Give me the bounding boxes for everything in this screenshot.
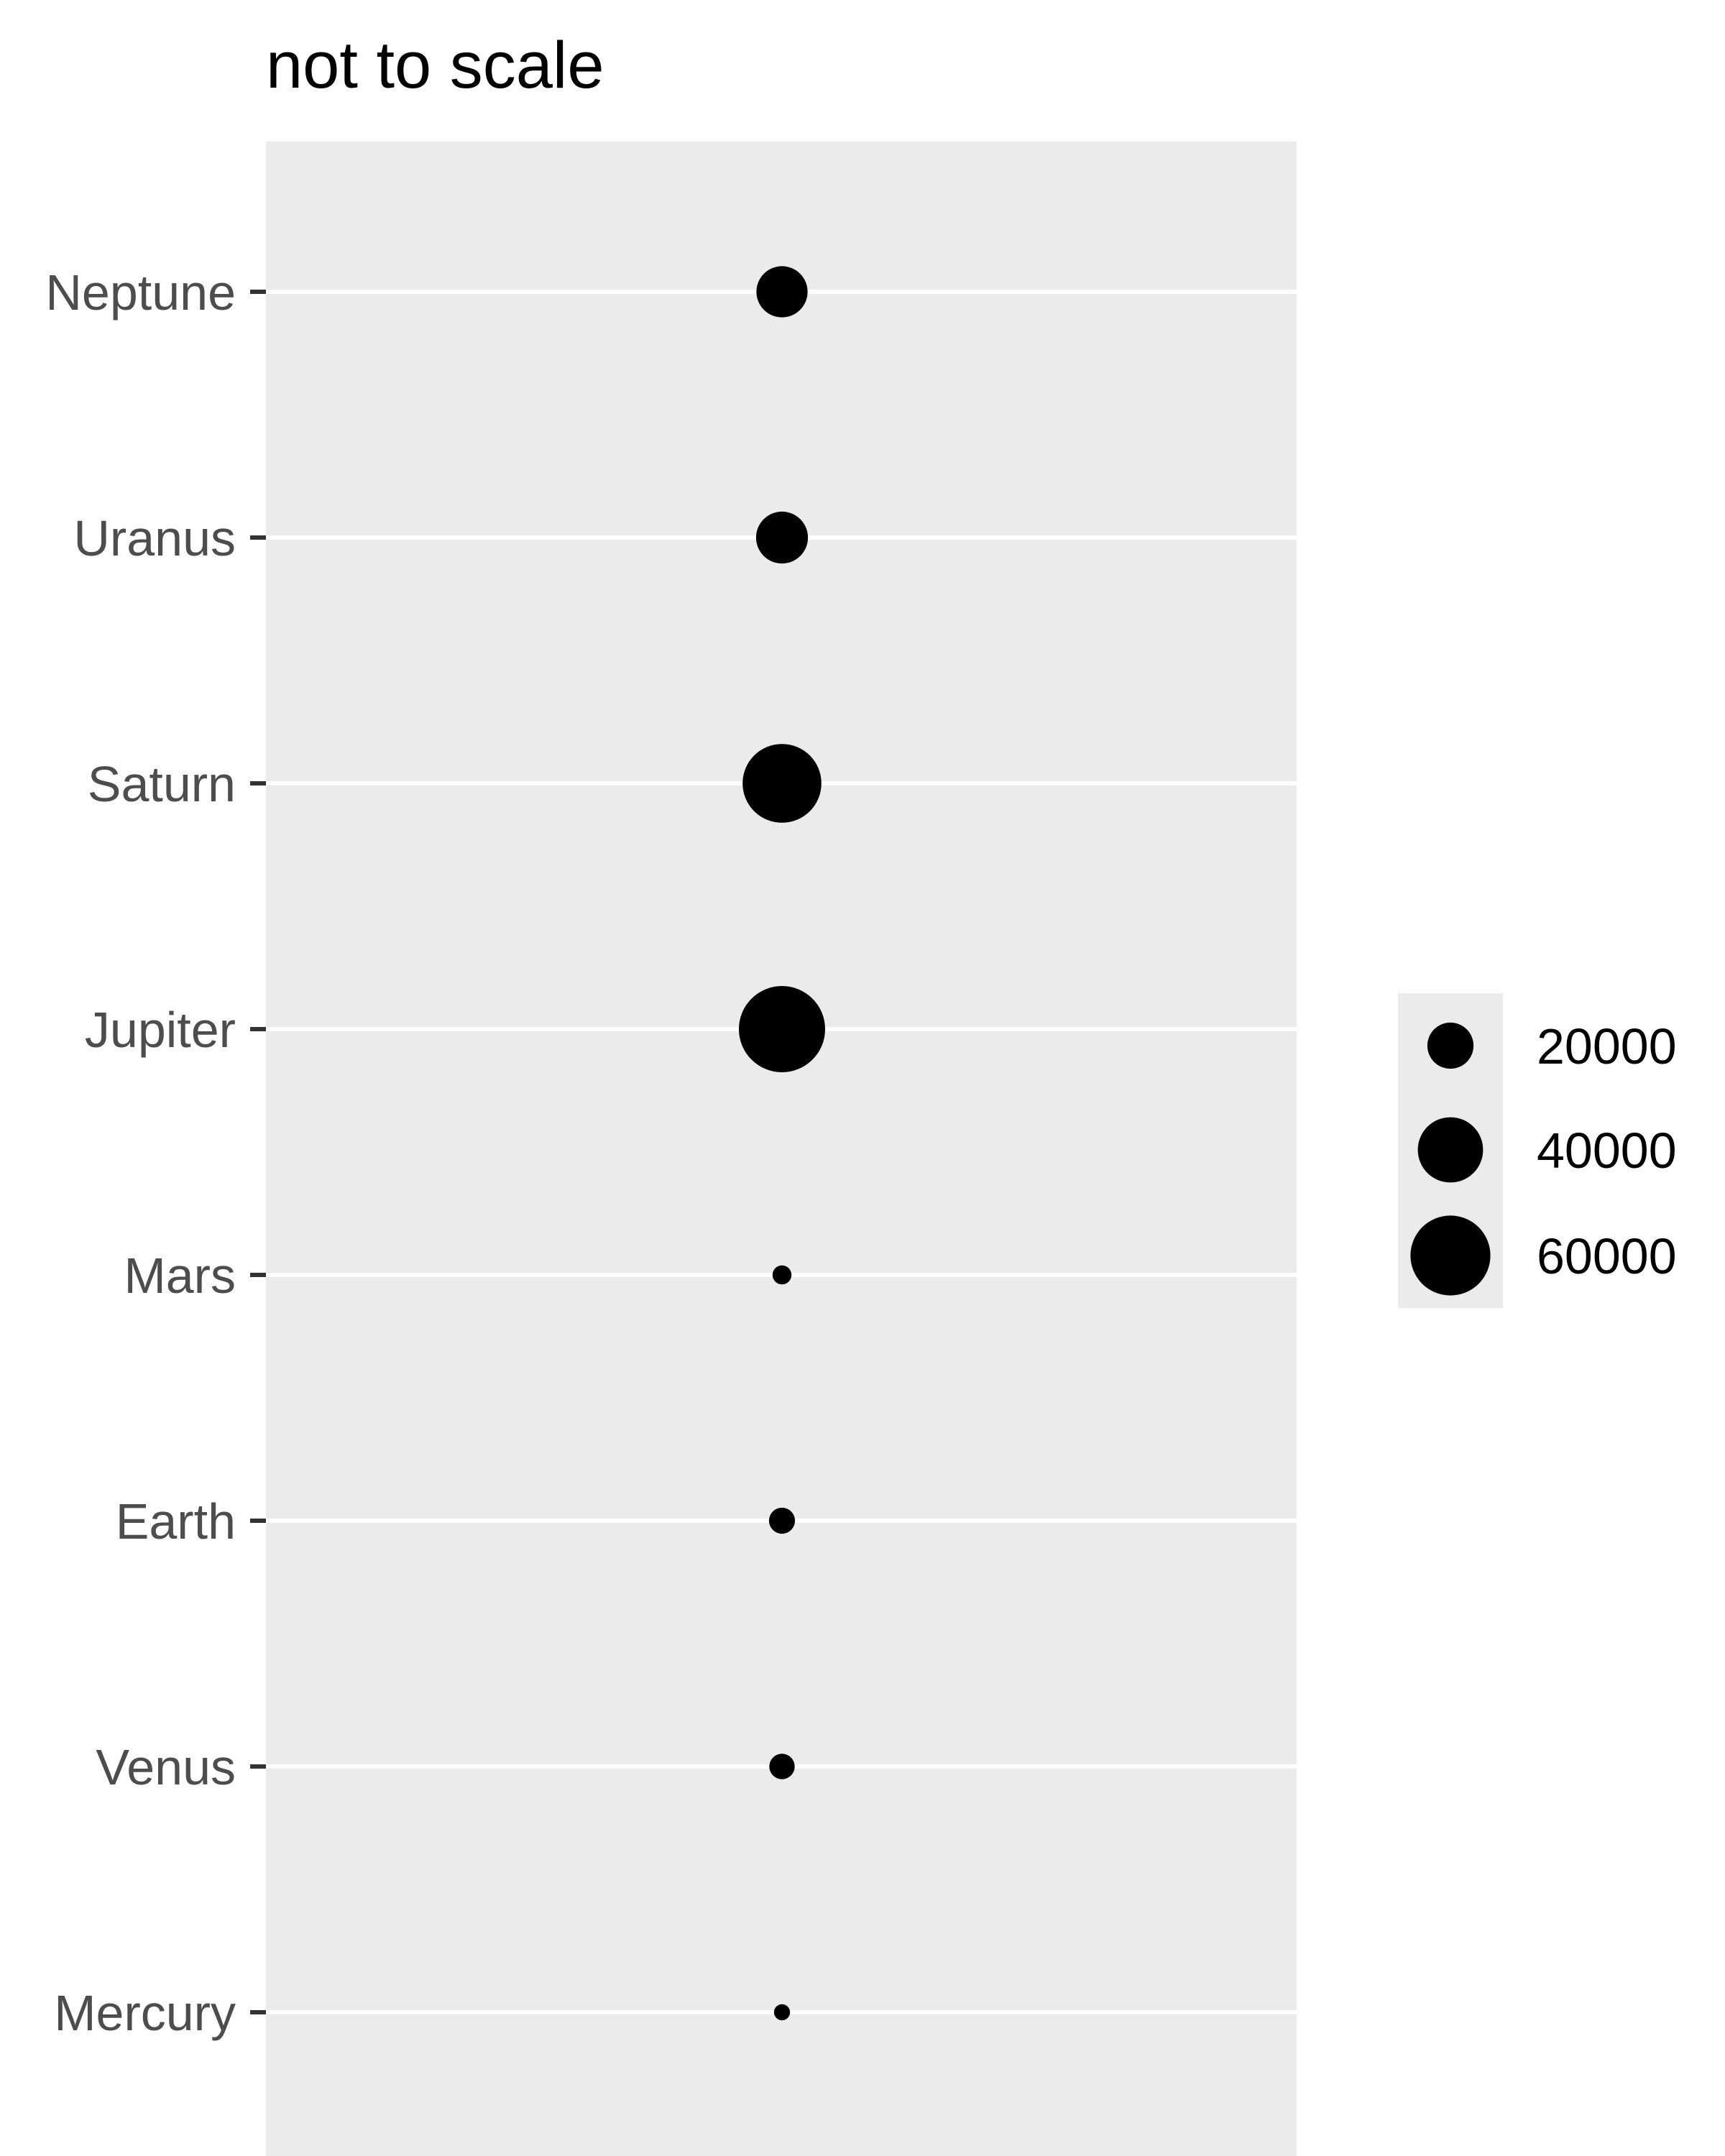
legend-label-60000: 60000 <box>1537 1228 1677 1284</box>
point-mars <box>772 1265 792 1285</box>
point-mercury <box>773 2004 791 2021</box>
chart-title: not to scale <box>266 29 604 102</box>
point-uranus <box>755 511 809 564</box>
point-jupiter <box>739 986 825 1072</box>
legend-key-60000 <box>1410 1215 1491 1296</box>
tick-label-jupiter: Jupiter <box>85 1002 236 1058</box>
point-venus <box>769 1754 795 1779</box>
point-neptune <box>756 266 808 318</box>
tick-label-mars: Mars <box>124 1248 236 1304</box>
tick-label-neptune: Neptune <box>45 264 236 321</box>
y-axis: Mercury Venus Earth Mars Jupiter Saturn Uranus… <box>45 264 266 2041</box>
size-legend: 20000 40000 60000 <box>1410 1018 1677 1296</box>
point-saturn <box>742 744 822 823</box>
tick-label-venus: Venus <box>96 1739 236 1795</box>
legend-key-20000 <box>1427 1022 1474 1069</box>
plot-panel <box>266 142 1297 2156</box>
legend-key-40000 <box>1417 1117 1484 1183</box>
tick-label-mercury: Mercury <box>54 1985 236 2041</box>
legend-label-20000: 20000 <box>1537 1018 1677 1074</box>
data-points <box>739 266 825 2021</box>
tick-label-earth: Earth <box>116 1493 236 1549</box>
point-earth <box>768 1507 796 1534</box>
tick-label-uranus: Uranus <box>73 510 236 566</box>
legend-label-40000: 40000 <box>1537 1123 1677 1179</box>
tick-label-saturn: Saturn <box>88 756 236 812</box>
